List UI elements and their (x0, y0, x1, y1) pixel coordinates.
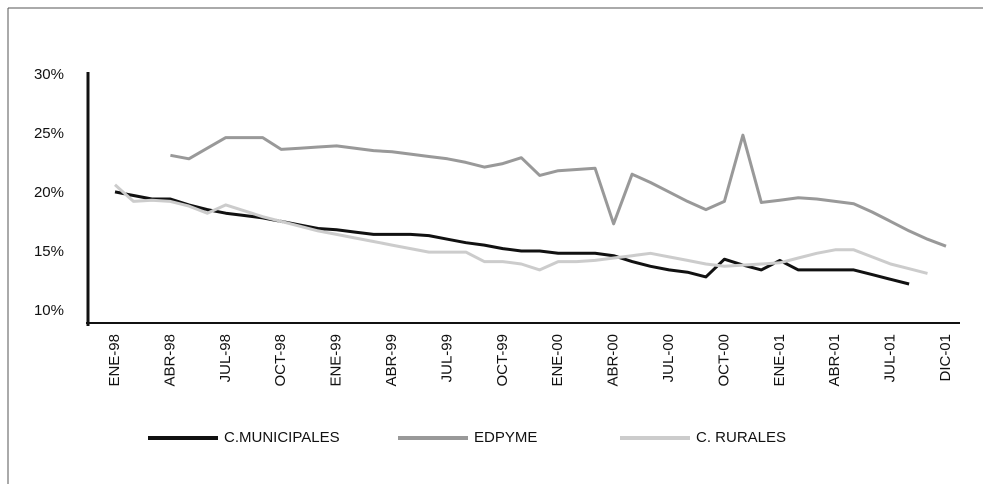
x-tick-label: JUL-98 (217, 334, 234, 382)
series-line (170, 133, 947, 248)
series-line (114, 190, 910, 286)
x-tick-label: DIC-01 (937, 334, 954, 382)
x-tick-label: ENE-01 (771, 334, 788, 387)
x-tick-label: JUL-01 (882, 334, 899, 382)
y-tick-label: 20% (34, 184, 64, 201)
legend-label: EDPYME (474, 429, 537, 446)
x-tick-label: ABR-98 (161, 334, 178, 387)
x-tick-label: OCT-99 (494, 334, 511, 387)
x-tick-label: OCT-98 (272, 334, 289, 387)
x-tick-label: OCT-00 (715, 334, 732, 387)
y-tick-label: 10% (34, 302, 64, 319)
x-tick-label: ENE-98 (106, 334, 123, 387)
x-tick-label: JUL-00 (660, 334, 677, 382)
x-tick-label: ENE-99 (328, 334, 345, 387)
legend-label: C. RURALES (696, 429, 786, 446)
y-tick-label: 25% (34, 125, 64, 142)
x-tick-label: ENE-00 (549, 334, 566, 387)
x-tick-label: JUL-99 (438, 334, 455, 382)
x-tick-label: ABR-01 (826, 334, 843, 387)
x-tick-label: ABR-99 (383, 334, 400, 387)
legend-label: C.MUNICIPALES (224, 429, 340, 446)
y-tick-label: 30% (34, 66, 64, 83)
y-tick-label: 15% (34, 243, 64, 260)
series-line (113, 183, 928, 275)
x-tick-label: ABR-00 (605, 334, 622, 387)
